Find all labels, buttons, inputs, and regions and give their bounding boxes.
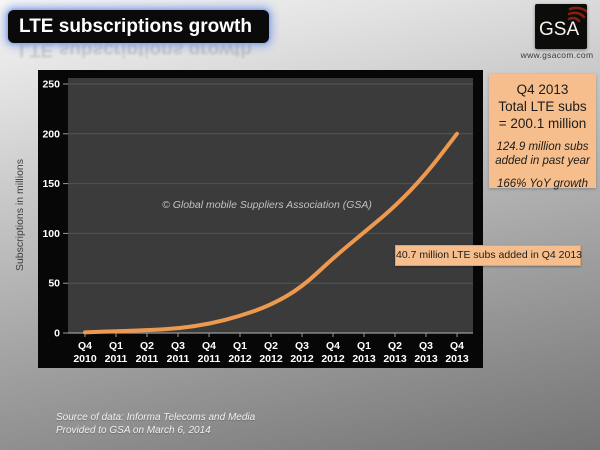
annotation-note2: 166% YoY growth <box>496 178 588 190</box>
y-axis-title: Subscriptions in millions <box>14 158 26 272</box>
x-tick-label-quarter: Q4 <box>202 340 216 352</box>
x-tick-label-quarter: Q2 <box>388 340 402 352</box>
chart-region: 0 50 100 150 200 250 Q4 2010 Q1 2011 Q2 2011 Q3 2011 Q… <box>38 70 483 368</box>
annotation-period: Q4 2013 <box>516 82 569 97</box>
x-tick-label-quarter: Q4 <box>326 340 340 352</box>
annotation-note1: 124.9 million subs added in past year <box>495 141 590 167</box>
x-tick-label-year: 2012 <box>321 353 345 365</box>
x-tick-label-quarter: Q3 <box>171 340 185 352</box>
x-tick-label-quarter: Q1 <box>357 340 371 352</box>
x-tick-label-quarter: Q4 <box>450 340 464 352</box>
page-title: LTE subscriptions growth <box>8 10 269 43</box>
source-line2: Provided to GSA on March 6, 2014 <box>56 425 211 436</box>
copyright-watermark: © Global mobile Suppliers Association (G… <box>162 199 372 211</box>
x-tick-label-year: 2012 <box>290 353 314 365</box>
y-tick-label: 50 <box>48 278 60 290</box>
x-tick-label-quarter: Q2 <box>140 340 154 352</box>
y-tick-label: 100 <box>42 228 60 240</box>
lte-subscriptions-line <box>83 131 459 335</box>
x-tick-label-year: 2013 <box>383 353 407 365</box>
y-tick-label: 150 <box>42 178 60 190</box>
x-tick-label-quarter: Q1 <box>109 340 123 352</box>
annotation-line2: Total LTE subs <box>498 99 587 114</box>
source-line1: Source of data: Informa Telecoms and Med… <box>56 412 256 423</box>
x-tick-label-year: 2012 <box>228 353 252 365</box>
annotation-line3: = 200.1 million <box>498 116 587 131</box>
gsa-website-url: www.gsacom.com <box>520 50 594 60</box>
x-tick-label-quarter: Q4 <box>78 340 92 352</box>
page-title-text: LTE subscriptions growth <box>19 16 252 37</box>
x-tick-label-quarter: Q3 <box>295 340 309 352</box>
plot-area <box>68 78 473 333</box>
x-tick-label-year: 2011 <box>136 353 159 365</box>
source-note: Source of data: Informa Telecoms and Med… <box>56 411 255 437</box>
gsa-logo: GSA <box>535 4 591 49</box>
x-tick-label-year: 2010 <box>73 353 97 365</box>
q4-adds-callout: 40.7 million LTE subs added in Q4 2013 <box>395 245 582 266</box>
stats-annotation-box: Q4 2013 Total LTE subs = 200.1 million 1… <box>489 74 596 190</box>
x-tick-label-year: 2013 <box>445 353 469 365</box>
y-tick-label: 250 <box>42 79 60 91</box>
x-tick-label-year: 2011 <box>105 353 128 365</box>
x-tick-label-year: 2011 <box>198 353 221 365</box>
gsa-logo-graphic: GSA <box>539 6 591 40</box>
x-tick-label-year: 2013 <box>352 353 376 365</box>
y-tick-label: 200 <box>42 128 60 140</box>
gsa-logo-text: GSA <box>539 19 579 40</box>
x-tick-label-year: 2011 <box>167 353 190 365</box>
x-tick-label-quarter: Q1 <box>233 340 247 352</box>
title-reflection: LTE subscriptions growth <box>19 45 252 60</box>
x-tick-label-year: 2012 <box>259 353 283 365</box>
x-tick-label-quarter: Q3 <box>419 340 433 352</box>
y-tick-label: 0 <box>54 328 60 340</box>
line-chart: 050100150200250Q42010Q12011Q22011Q32011Q… <box>42 78 473 365</box>
x-tick-label-quarter: Q2 <box>264 340 278 352</box>
x-tick-label-year: 2013 <box>414 353 438 365</box>
